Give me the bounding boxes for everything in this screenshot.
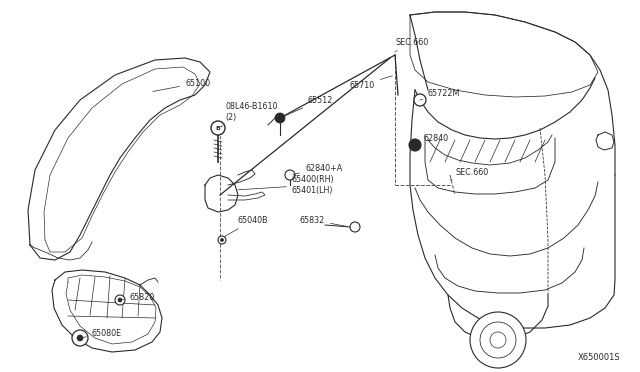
Text: 65722M: 65722M [420, 89, 460, 100]
Circle shape [218, 236, 226, 244]
Circle shape [275, 113, 285, 123]
Text: 65512: 65512 [282, 96, 333, 117]
Text: 65710: 65710 [349, 76, 392, 90]
Circle shape [409, 139, 421, 151]
Text: 65040B: 65040B [225, 215, 269, 237]
Circle shape [211, 121, 225, 135]
Text: X650001S: X650001S [577, 353, 620, 362]
Text: B: B [216, 125, 220, 131]
Text: 62840+A: 62840+A [292, 164, 342, 174]
Text: SEC.660: SEC.660 [395, 38, 428, 52]
Circle shape [77, 335, 83, 341]
Circle shape [72, 330, 88, 346]
Circle shape [350, 222, 360, 232]
Circle shape [490, 332, 506, 348]
Text: 65820: 65820 [123, 292, 156, 301]
Circle shape [414, 94, 426, 106]
Circle shape [221, 238, 223, 241]
Text: 62840: 62840 [415, 134, 448, 145]
Text: 65400(RH)
65401(LH): 65400(RH) 65401(LH) [238, 175, 335, 195]
Text: SEC.660: SEC.660 [450, 167, 488, 180]
Text: 65080E: 65080E [83, 328, 122, 337]
Text: 65100: 65100 [153, 78, 210, 92]
Circle shape [285, 170, 295, 180]
Text: 08L46-B1610
(2): 08L46-B1610 (2) [221, 102, 278, 127]
Circle shape [470, 312, 526, 368]
Text: 65832: 65832 [300, 215, 348, 227]
Circle shape [480, 322, 516, 358]
Circle shape [115, 295, 125, 305]
Circle shape [118, 298, 122, 302]
